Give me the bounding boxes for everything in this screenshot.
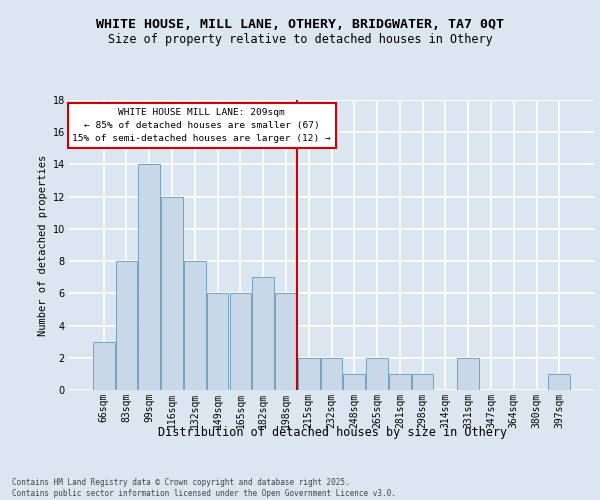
Bar	[343, 374, 365, 390]
Bar	[457, 358, 479, 390]
Bar	[139, 164, 160, 390]
Bar	[548, 374, 570, 390]
Bar	[184, 261, 206, 390]
Text: WHITE HOUSE MILL LANE: 209sqm
← 85% of detached houses are smaller (67)
15% of s: WHITE HOUSE MILL LANE: 209sqm ← 85% of d…	[72, 108, 331, 144]
Bar	[253, 277, 274, 390]
Bar	[412, 374, 433, 390]
Bar	[116, 261, 137, 390]
Bar	[320, 358, 343, 390]
Bar	[230, 294, 251, 390]
Y-axis label: Number of detached properties: Number of detached properties	[38, 154, 48, 336]
Text: Contains HM Land Registry data © Crown copyright and database right 2025.
Contai: Contains HM Land Registry data © Crown c…	[12, 478, 396, 498]
Text: Size of property relative to detached houses in Othery: Size of property relative to detached ho…	[107, 32, 493, 46]
Bar	[298, 358, 320, 390]
Text: WHITE HOUSE, MILL LANE, OTHERY, BRIDGWATER, TA7 0QT: WHITE HOUSE, MILL LANE, OTHERY, BRIDGWAT…	[96, 18, 504, 30]
Bar	[207, 294, 229, 390]
Bar	[275, 294, 297, 390]
Bar	[161, 196, 183, 390]
Bar	[389, 374, 410, 390]
Bar	[93, 342, 115, 390]
Bar	[366, 358, 388, 390]
Text: Distribution of detached houses by size in Othery: Distribution of detached houses by size …	[158, 426, 508, 439]
